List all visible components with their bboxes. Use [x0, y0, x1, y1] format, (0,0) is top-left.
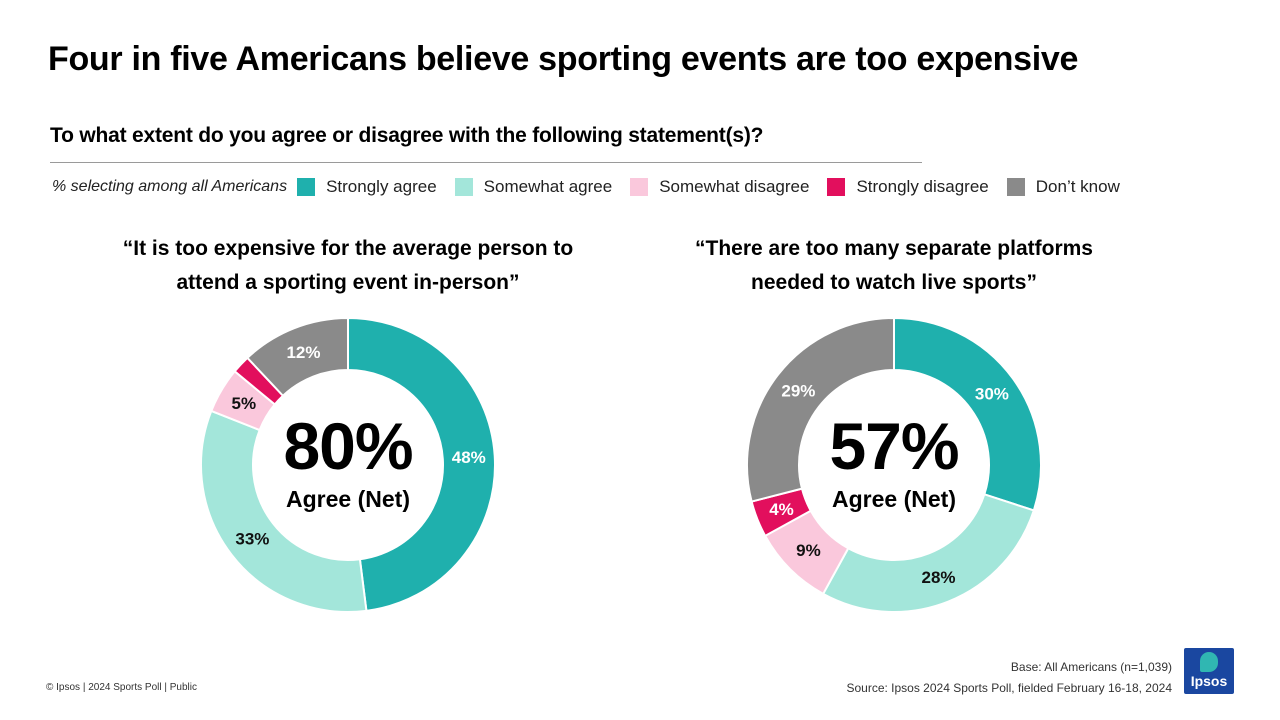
- legend-item-strongly-agree: Strongly agree: [297, 177, 437, 197]
- data-label-somewhat-disagree: 9%: [796, 541, 821, 560]
- legend-swatch: [1006, 178, 1025, 196]
- data-label-strongly-agree: 48%: [452, 448, 486, 467]
- donut-title-line: attend a sporting event in-person”: [176, 271, 520, 294]
- center-net-label: Agree (Net): [286, 486, 410, 512]
- center-net-value: 80%: [283, 409, 413, 483]
- legend-item-somewhat-agree: Somewhat agree: [454, 177, 613, 197]
- legend-item-strongly-disagree: Strongly disagree: [827, 177, 989, 197]
- legend-item-somewhat-disagree: Somewhat disagree: [630, 177, 809, 197]
- source-note: Source: Ipsos 2024 Sports Poll, fielded …: [846, 681, 1172, 695]
- donut-chart-platforms: “There are too many separate platforms n…: [614, 232, 1174, 622]
- legend-swatch: [630, 178, 649, 196]
- legend: % selecting among all Americans Strongly…: [52, 175, 1138, 199]
- data-label-strongly-disagree: 4%: [769, 500, 794, 519]
- donut-svg: 30% 28% 9% 4% 29%: [746, 316, 1042, 613]
- legend-item-dont-know: Don’t know: [1006, 177, 1120, 197]
- donut-slice-strongly-agree: [893, 316, 1042, 512]
- center-net-value: 57%: [829, 409, 959, 483]
- data-label-somewhat-disagree: 5%: [232, 394, 257, 413]
- center-net-label: Agree (Net): [832, 486, 956, 512]
- legend-label: Somewhat disagree: [659, 177, 810, 196]
- legend-swatch: [297, 178, 316, 196]
- donut-title: “It is too expensive for the average per…: [68, 232, 628, 300]
- logo-mark-icon: [1200, 652, 1218, 672]
- logo-text: Ipsos: [1190, 673, 1228, 689]
- donut-svg: 48% 33% 5% 12%: [200, 316, 496, 613]
- data-label-somewhat-agree: 33%: [235, 530, 269, 549]
- data-label-strongly-agree: 30%: [975, 384, 1009, 403]
- legend-note: % selecting among all Americans: [52, 178, 288, 195]
- donut-slice-dont-know: [245, 316, 349, 398]
- donut-title: “There are too many separate platforms n…: [614, 232, 1174, 300]
- donut-chart-expense: “It is too expensive for the average per…: [68, 232, 628, 622]
- donut-title-line: “There are too many separate platforms: [695, 237, 1093, 260]
- legend-label: Don’t know: [1035, 177, 1120, 196]
- page-title: Four in five Americans believe sporting …: [48, 40, 1079, 78]
- legend-swatch: [827, 178, 846, 196]
- base-note: Base: All Americans (n=1,039): [1010, 660, 1172, 674]
- donut-slice-dont-know: [746, 316, 895, 503]
- copyright-footer: © Ipsos | 2024 Sports Poll | Public: [46, 682, 197, 693]
- legend-swatch: [454, 178, 473, 196]
- question-divider: [50, 162, 922, 163]
- donut-slice-somewhat-agree: [821, 493, 1036, 613]
- data-label-dont-know: 29%: [781, 381, 815, 400]
- legend-label: Strongly disagree: [856, 177, 989, 196]
- survey-question: To what extent do you agree or disagree …: [50, 124, 764, 147]
- legend-label: Strongly agree: [326, 177, 437, 196]
- donut-slice-somewhat-agree: [200, 409, 368, 613]
- donut-title-line: “It is too expensive for the average per…: [122, 237, 574, 260]
- ipsos-logo: Ipsos: [1184, 648, 1234, 694]
- data-label-somewhat-agree: 28%: [922, 568, 956, 587]
- legend-label: Somewhat agree: [483, 177, 613, 196]
- donut-slice-strongly-agree: [347, 316, 496, 612]
- donut-title-line: needed to watch live sports”: [751, 271, 1037, 294]
- data-label-dont-know: 12%: [286, 343, 320, 362]
